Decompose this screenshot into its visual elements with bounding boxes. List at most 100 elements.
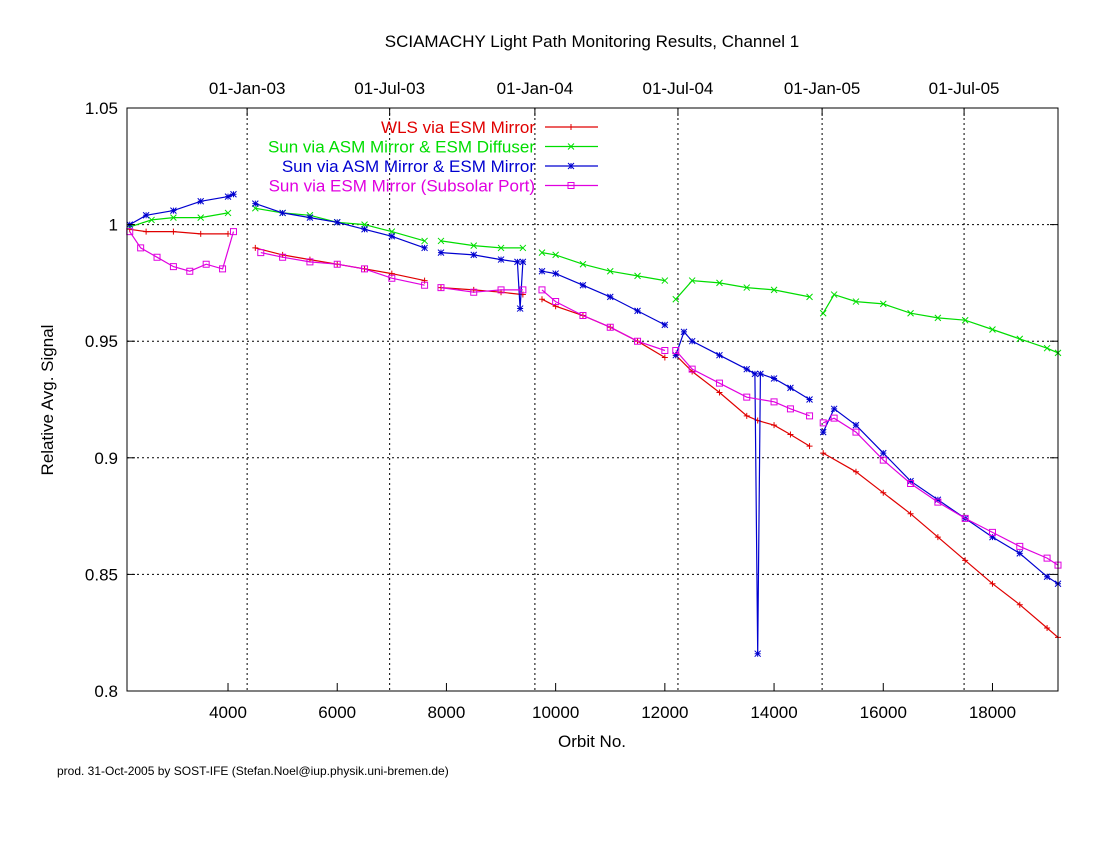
top-date-label: 01-Jan-03 (209, 79, 286, 98)
series-line (129, 231, 235, 272)
data-point (514, 258, 521, 266)
data-point (388, 274, 396, 282)
data-point (333, 218, 341, 226)
data-point (497, 286, 505, 294)
data-point (787, 384, 794, 392)
data-point (538, 286, 546, 294)
data-point (579, 260, 587, 268)
data-point (1054, 561, 1062, 569)
data-point (257, 249, 265, 257)
data-point (1016, 601, 1023, 608)
data-point (230, 190, 237, 198)
data-point (989, 580, 996, 587)
legend-label: Sun via ASM Mirror & ESM Diffuser (268, 138, 535, 157)
series-layer (126, 190, 1062, 658)
x-tick-label: 4000 (209, 703, 247, 722)
data-point (743, 412, 750, 419)
data-point (989, 326, 996, 333)
data-point (661, 321, 669, 329)
data-point (716, 351, 723, 359)
data-point (806, 396, 813, 403)
data-point (306, 258, 314, 266)
series-line (440, 287, 523, 293)
data-point (661, 347, 669, 355)
data-point (830, 291, 838, 298)
series-line (440, 240, 523, 249)
data-point (497, 256, 505, 263)
series-1 (126, 226, 1061, 641)
data-point (819, 309, 827, 317)
series-line (822, 417, 1059, 566)
data-point (1043, 554, 1051, 562)
top-date-label: 01-Jul-04 (643, 79, 714, 98)
top-date-label: 01-Jan-04 (497, 79, 574, 98)
data-point (754, 650, 762, 658)
data-point (1043, 344, 1051, 352)
data-point (770, 398, 778, 406)
x-tick-label: 16000 (860, 703, 907, 722)
series-line (541, 298, 666, 359)
data-point (170, 228, 177, 235)
data-point (988, 528, 996, 536)
data-point (470, 288, 478, 296)
data-point (634, 337, 642, 345)
legend-marker (567, 182, 575, 189)
data-point (1044, 625, 1051, 632)
series-line (675, 330, 810, 654)
data-point (497, 244, 505, 252)
data-point (142, 211, 150, 219)
series-line (260, 252, 425, 286)
data-point (186, 267, 194, 275)
data-point (538, 296, 545, 303)
data-point (224, 209, 232, 217)
data-point (787, 431, 794, 438)
data-point (961, 514, 969, 522)
data-point (552, 251, 559, 259)
series-line (541, 252, 666, 282)
data-point (806, 412, 814, 420)
data-point (661, 277, 669, 284)
y-tick-label: 0.9 (94, 449, 118, 468)
data-point (770, 286, 778, 294)
production-footer: prod. 31-Oct-2005 by SOST-IFE (Stefan.No… (57, 764, 449, 778)
data-point (770, 375, 778, 382)
data-point (219, 265, 227, 273)
legend-marker (567, 143, 575, 150)
data-point (806, 443, 813, 450)
data-point (680, 328, 688, 336)
data-point (852, 468, 859, 475)
data-point (830, 414, 838, 422)
data-point (688, 365, 696, 373)
data-point (252, 244, 259, 251)
data-point (279, 253, 287, 261)
data-point (907, 510, 914, 517)
data-point (197, 197, 205, 205)
legend-marker (567, 162, 575, 170)
data-point (437, 237, 445, 245)
legend-label: Sun via ASM Mirror & ESM Mirror (282, 157, 535, 176)
x-tick-label: 14000 (750, 703, 797, 722)
data-point (197, 230, 204, 237)
x-axis-label: Orbit No. (558, 732, 626, 751)
data-point (961, 316, 969, 324)
data-point (907, 477, 914, 485)
data-point (579, 312, 587, 320)
chart-title: SCIAMACHY Light Path Monitoring Results,… (385, 32, 800, 51)
data-point (361, 225, 368, 233)
data-point (538, 249, 546, 256)
series-line (541, 270, 666, 326)
x-tick-label: 18000 (969, 703, 1016, 722)
data-point (688, 337, 696, 345)
data-point (229, 228, 237, 236)
data-point (143, 228, 150, 235)
series-line (675, 350, 810, 417)
data-point (279, 209, 286, 217)
data-point (197, 214, 205, 221)
y-tick-label: 0.85 (85, 565, 118, 584)
data-point (148, 216, 155, 224)
data-point (224, 193, 232, 200)
data-point (516, 305, 524, 312)
data-point (743, 365, 751, 373)
data-point (852, 298, 860, 305)
